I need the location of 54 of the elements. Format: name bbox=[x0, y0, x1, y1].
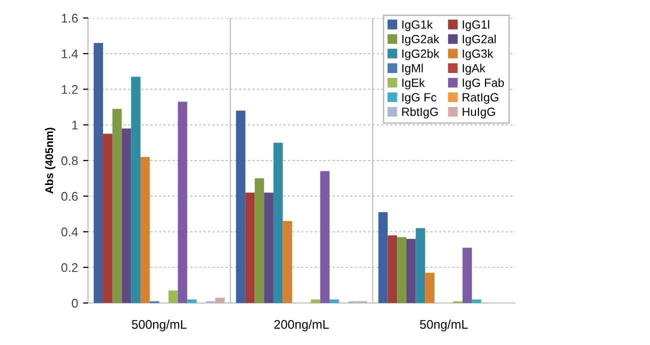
bar bbox=[131, 76, 140, 303]
bar bbox=[103, 134, 112, 303]
legend-label: IgG3k bbox=[462, 49, 494, 60]
bar bbox=[215, 298, 225, 303]
bar bbox=[236, 110, 246, 303]
bar bbox=[140, 156, 150, 303]
bar bbox=[273, 142, 283, 303]
bar bbox=[406, 238, 416, 303]
legend-label: IgG1l bbox=[462, 20, 490, 32]
y-tick-label: 0.2 bbox=[61, 263, 78, 272]
bar bbox=[425, 272, 434, 303]
bar bbox=[310, 299, 320, 303]
bar bbox=[245, 192, 255, 303]
bar bbox=[282, 221, 292, 303]
y-tick-label: 1 bbox=[72, 120, 78, 130]
legend-label: IgAk bbox=[462, 64, 486, 75]
legend-label: IgG2bk bbox=[402, 49, 440, 60]
legend-label: IgG2ak bbox=[402, 34, 440, 46]
bar bbox=[472, 299, 482, 303]
legend-label: IgG Fc bbox=[402, 93, 436, 104]
y-tick-label: 0 bbox=[72, 298, 78, 308]
bar bbox=[94, 42, 104, 303]
bar bbox=[320, 171, 330, 303]
bar bbox=[112, 108, 122, 303]
legend-label: IgMl bbox=[402, 64, 423, 75]
y-tick-label: 1.6 bbox=[62, 14, 78, 23]
bar bbox=[122, 128, 132, 303]
bar bbox=[388, 235, 398, 303]
bar bbox=[462, 248, 472, 303]
legend-label: HuIgG bbox=[462, 108, 495, 118]
legend-label: RbtIgG bbox=[402, 107, 438, 118]
y-axis-title: Abs (405nm) bbox=[44, 128, 56, 194]
bar bbox=[187, 299, 197, 303]
y-tick-label: 1.2 bbox=[62, 85, 78, 94]
y-tick-label: 0.4 bbox=[61, 228, 78, 236]
x-tick-label: 200ng/mL bbox=[274, 320, 329, 332]
x-tick-label: 50ng/mL bbox=[420, 320, 468, 332]
bar bbox=[254, 178, 264, 303]
bar bbox=[168, 290, 178, 303]
legend-label: IgG Fab bbox=[462, 78, 504, 90]
legend-label: IgG1k bbox=[402, 20, 433, 32]
bar bbox=[264, 192, 274, 303]
x-tick-label: 500ng/mL bbox=[132, 320, 187, 332]
bar bbox=[416, 228, 426, 303]
bar bbox=[397, 237, 406, 303]
bar bbox=[330, 299, 339, 303]
legend-label: IgEk bbox=[402, 78, 425, 90]
legend-label: RatIgG bbox=[462, 93, 498, 104]
bar bbox=[178, 102, 188, 303]
y-tick-label: 0.8 bbox=[61, 156, 78, 166]
y-tick-label: 0.6 bbox=[61, 192, 78, 201]
bar bbox=[378, 212, 388, 303]
y-tick-label: 1.4 bbox=[62, 50, 78, 58]
legend-label: IgG2al bbox=[462, 34, 496, 46]
